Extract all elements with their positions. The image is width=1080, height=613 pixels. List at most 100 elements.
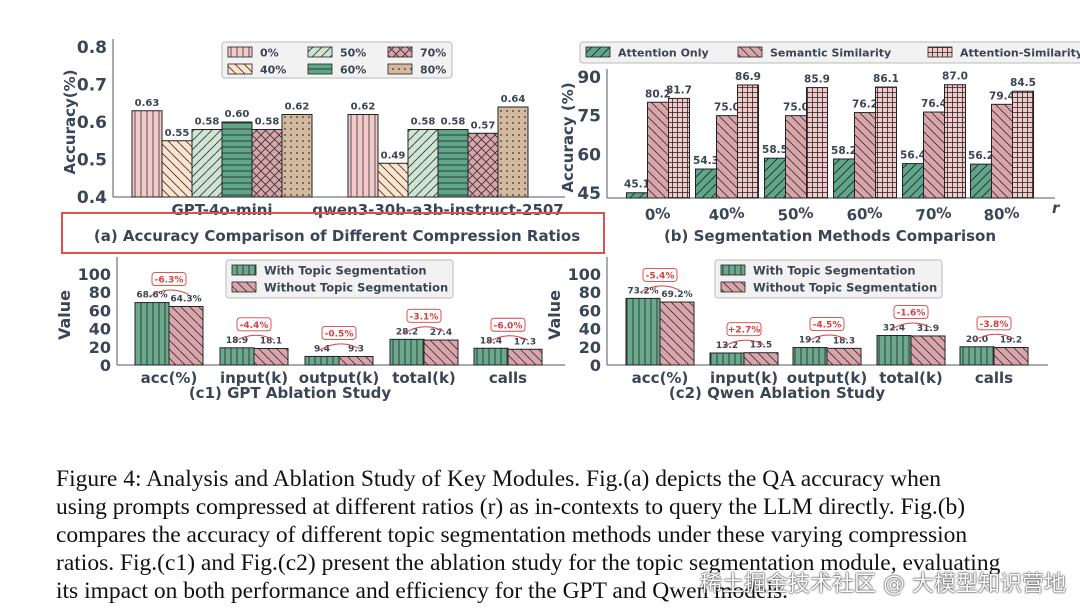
delta-arrow [723,339,765,348]
bar [959,346,995,366]
bar [507,348,543,366]
x-axis-label: r [1052,199,1061,217]
bar-value-label: 32.4 [883,324,905,334]
delta-arrow [973,333,1015,342]
caption-line: its impact on both performance and effic… [56,578,788,604]
x-tick-label: 70% [915,203,952,224]
bar [377,162,409,198]
x-tick-label: GPT-4o-mini [171,201,272,219]
x-tick-label: output(k) [787,369,867,387]
legend-swatch [307,63,333,75]
y-tick-label: 0 [100,356,111,375]
bar-value-label: 73.2% [627,286,658,296]
delta-arrow [403,326,445,334]
y-tick-label: 40 [89,320,111,339]
bar-value-label: 87.0 [942,71,968,83]
bar-value-label: 19.2 [1000,336,1022,346]
bar [253,348,289,366]
bar [970,163,992,199]
legend-box [714,259,943,299]
delta-label: -4.4% [240,321,269,331]
bar-value-label: 64.3% [170,294,201,304]
bar-value-label: 18.3 [833,336,855,346]
y-axis-label: Accuracy (%) [559,82,577,192]
y-axis-label: Value [545,290,564,340]
legend-box [579,41,1080,64]
bar [902,163,924,199]
bar [659,301,695,366]
bar [168,305,204,366]
bar-value-label: 0.64 [501,94,526,105]
bar [473,347,509,366]
bar-value-label: 0.58 [195,117,220,128]
bar-value-label: 0.55 [165,128,190,139]
bar-value-label: 0.63 [135,98,160,109]
legend-swatch [227,46,253,58]
bar [876,335,912,366]
watermark: 稀土掘金技术社区 @ 大模型知识营地 [700,572,1066,597]
y-axis-label: Value [55,290,74,340]
legend-swatch [927,46,953,58]
legend-label: Without Topic Segmentation [264,281,448,295]
bar-value-label: 13.2 [716,341,738,351]
bar [833,158,855,199]
bar-value-label: 68.6% [136,291,167,301]
chart-title: (c2) Qwen Ablation Study [669,384,885,402]
bar-value-label: 86.1 [873,73,899,85]
bar [826,347,862,366]
caption-line: using prompts compressed at different ra… [56,494,966,520]
x-tick-label: total(k) [879,369,943,387]
delta-badge [151,272,187,287]
bar [910,335,946,366]
delta-badge [642,267,678,282]
legend-box [221,41,453,79]
bar [191,129,223,198]
legend-label: Attention-Similarity [960,47,1080,60]
legend-label: 40% [260,64,286,77]
bar [923,111,945,199]
chart-title: (b) Segmentation Methods Comparison [664,227,996,245]
x-tick-label: acc(%) [141,369,198,387]
bar-value-label: 27.4 [430,328,452,338]
bar-value-label: 58.2 [831,145,857,157]
bar [944,84,966,199]
delta-label: -4.5% [813,321,842,331]
y-tick-label: 0.4 [77,188,107,208]
bar [304,355,340,366]
legend-label: With Topic Segmentation [753,264,916,278]
delta-label: -3.8% [980,320,1009,330]
bar-value-label: 0.57 [471,120,496,131]
chart-title: (c1) GPT Ablation Study [189,384,392,402]
bar-value-label: 75.0 [783,102,809,114]
bar [467,132,499,198]
bar-value-label: 0.49 [381,150,406,161]
bar [764,157,786,199]
bar [251,129,283,198]
legend-label: 60% [340,64,366,77]
bar-value-label: 85.9 [804,74,830,86]
y-tick-label: 60 [89,301,111,320]
bar [792,347,828,366]
delta-badge [321,325,357,340]
x-tick-label: input(k) [710,369,778,387]
x-tick-label: input(k) [220,369,288,387]
y-axis-label: Accuracy(%) [61,70,79,175]
y-tick-label: 80 [89,283,111,302]
x-tick-label: 40% [708,203,745,224]
legend-label: 0% [260,47,279,60]
bar [993,347,1029,366]
delta-badge [893,305,929,319]
y-tick-label: 0.5 [77,151,107,171]
legend-swatch [387,46,413,58]
x-tick-label: output(k) [299,369,379,387]
bar [131,110,163,198]
y-tick-label: 80 [579,283,601,302]
delta-arrow [233,334,275,343]
legend-label: 50% [340,47,366,60]
chart-title: (a) Accuracy Comparison of Different Com… [94,227,580,245]
bar-value-label: 31.9 [917,324,939,334]
bar [219,347,255,366]
bar-value-label: 84.5 [1010,77,1036,89]
